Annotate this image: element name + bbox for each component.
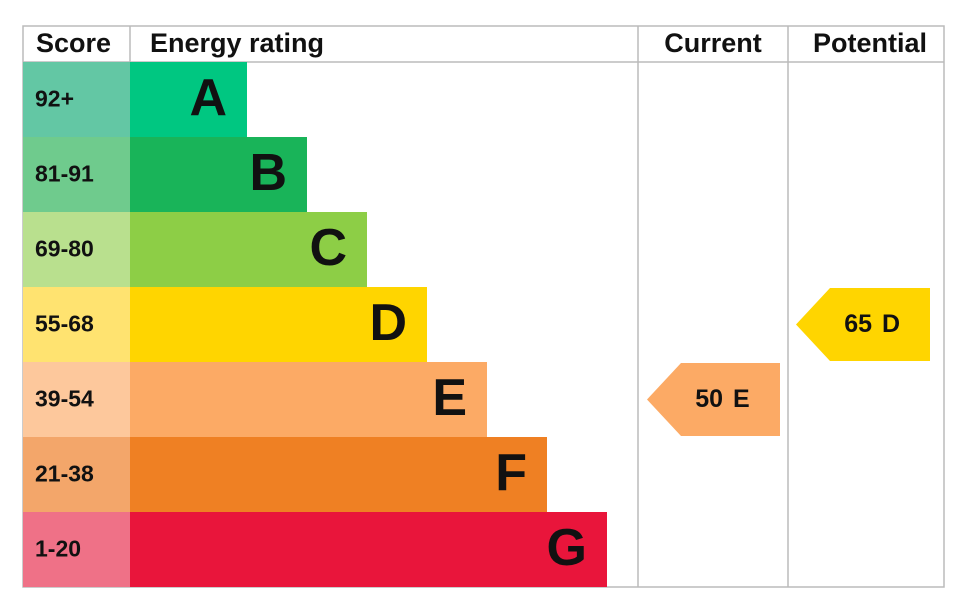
rating-bar: [130, 212, 367, 287]
header-score: Score: [36, 28, 111, 58]
score-cell: [23, 287, 130, 362]
score-range: 55-68: [35, 311, 94, 337]
rating-bar: [130, 512, 607, 587]
rating-bar: [130, 362, 487, 437]
score-cell: [23, 512, 130, 587]
rating-letter: G: [547, 519, 587, 577]
rating-letter: A: [189, 69, 227, 127]
current-arrow: [647, 363, 780, 436]
potential-letter: D: [882, 310, 900, 338]
potential-arrow: [796, 288, 930, 361]
rating-letter: B: [249, 144, 287, 202]
rating-letter: D: [369, 294, 407, 352]
header-current: Current: [664, 28, 762, 58]
score-range: 92+: [35, 86, 74, 112]
score-range: 69-80: [35, 236, 94, 262]
score-cell: [23, 212, 130, 287]
rating-bar: [130, 137, 307, 212]
header-potential: Potential: [813, 28, 927, 58]
rating-bar: [130, 287, 427, 362]
rating-letter: E: [432, 369, 467, 427]
current-letter: E: [733, 385, 750, 413]
rating-bar: [130, 437, 547, 512]
score-range: 21-38: [35, 461, 94, 487]
rating-bar: [130, 62, 247, 137]
score-cell: [23, 362, 130, 437]
score-cell: [23, 437, 130, 512]
score-range: 1-20: [35, 536, 81, 562]
score-cell: [23, 62, 130, 137]
header-rating: Energy rating: [150, 28, 324, 58]
score-range: 39-54: [35, 386, 94, 412]
potential-value: 65: [844, 310, 872, 338]
current-value: 50: [695, 385, 723, 413]
score-cell: [23, 137, 130, 212]
rating-letter: C: [309, 219, 347, 277]
rating-letter: F: [495, 444, 527, 502]
score-range: 81-91: [35, 161, 94, 187]
